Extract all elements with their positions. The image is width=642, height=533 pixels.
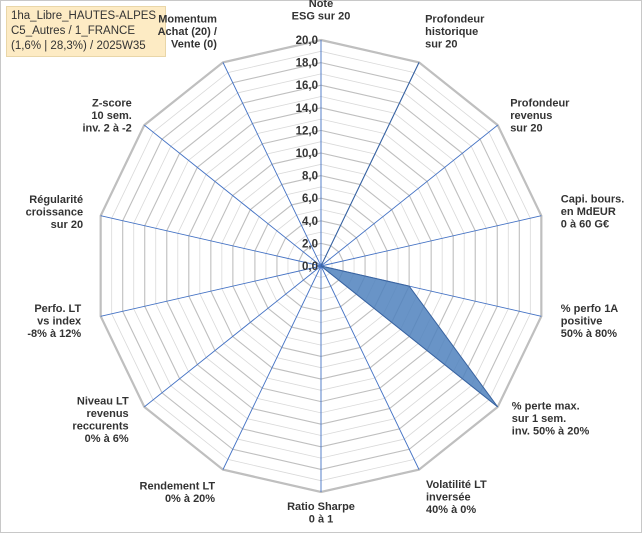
axis-spoke [320,265,420,470]
tick-label: 16,0 [296,80,318,92]
tick-label: 20,0 [296,35,318,47]
axis-spoke [144,124,322,267]
tick-label: 6,0 [302,193,318,205]
info-line-2: C5_Autres / 1_FRANCE [11,25,135,37]
info-line-1: 1ha_Libre_HAUTES-ALPES [11,10,157,22]
axis-label: Régularité croissance sur 20 [26,194,83,231]
series-area [320,62,499,408]
axis-label: % perte max. sur 1 sem. inv. 50% à 20% [512,400,590,437]
axis-label: Capi. bours. en MdEUR 0 à 60 G€ [561,194,625,231]
axis-spoke [100,265,322,317]
axis-spoke [100,215,322,267]
axis-label: Niveau LT revenus reccurents 0% à 6% [72,395,129,445]
axis-spoke [144,265,322,408]
tick-label: 2,0 [302,238,318,250]
axis-label: Profondeur historique sur 20 [425,13,485,50]
chart-info-box: 1ha_Libre_HAUTES-ALPES C5_Autres / 1_FRA… [6,6,166,57]
tick-label: 0,0 [302,261,318,273]
axis-spoke [222,265,322,470]
axis-label: Z-score 10 sem. inv. 2 à -2 [82,97,131,134]
tick-label: 4,0 [302,216,318,228]
axis-label: Rendement LT 0% à 20% [140,481,216,506]
axis-label: Perfo. LT vs index -8% à 12% [27,303,82,340]
axis-label: Momentum Achat (20) / Vente (0) [158,13,218,50]
axis-label: Volatilité LT inversée 40% à 0% [426,479,487,516]
axis-label: Ratio Sharpe 0 à 1 [287,501,355,526]
tick-label: 14,0 [296,103,318,115]
axis-spoke [222,62,322,267]
tick-label: 12,0 [296,125,318,137]
axis-spoke [320,215,542,267]
axis-label: Note ESG sur 20 [292,0,351,23]
tick-label: 10,0 [296,148,318,160]
tick-label: 18,0 [296,58,318,70]
axis-label: Profondeur revenus sur 20 [510,97,570,134]
axis-spoke [320,124,498,267]
axis-label: % perfo 1A positive 50% à 80% [561,303,619,340]
info-line-3: (1,6% | 28,3%) / 2025W35 [11,40,146,52]
tick-label: 8,0 [302,171,318,183]
